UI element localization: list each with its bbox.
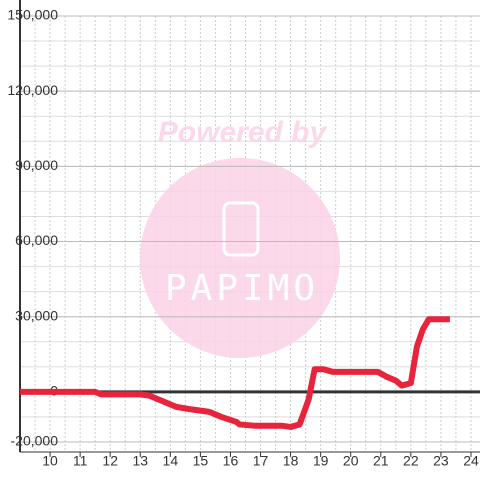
- watermark-circle: [140, 158, 340, 358]
- y-tick-label: 120,000: [7, 82, 58, 98]
- watermark: PAPIMO Powered by: [140, 116, 340, 358]
- data-line: [20, 316, 450, 430]
- x-tick-label: 20: [343, 453, 359, 469]
- y-tick-label: 90,000: [15, 157, 58, 173]
- x-tick-label: 13: [132, 453, 148, 469]
- x-tick-label: 11: [73, 453, 88, 469]
- x-tick-label: 24: [463, 453, 479, 469]
- y-tick-label: 60,000: [15, 232, 58, 248]
- x-tick-label: 19: [313, 453, 329, 469]
- phone-icon: [222, 201, 260, 257]
- y-tick-label: 150,000: [7, 7, 58, 23]
- x-tick-label: 16: [223, 453, 239, 469]
- x-tick-label: 12: [102, 453, 118, 469]
- y-tick-label: -20,000: [11, 433, 59, 449]
- x-tick-label: 21: [373, 453, 389, 469]
- x-tick-label: 22: [403, 453, 419, 469]
- x-tick-label: 14: [163, 453, 179, 469]
- y-tick-label: 30,000: [15, 307, 58, 323]
- x-tick-label: 18: [283, 453, 299, 469]
- x-tick-label: 17: [253, 453, 269, 469]
- x-tick-label: 23: [433, 453, 449, 469]
- x-tick-label: 10: [42, 453, 58, 469]
- watermark-text: Powered by: [158, 116, 328, 149]
- watermark-logo: PAPIMO: [165, 268, 319, 309]
- x-tick-label: 15: [193, 453, 209, 469]
